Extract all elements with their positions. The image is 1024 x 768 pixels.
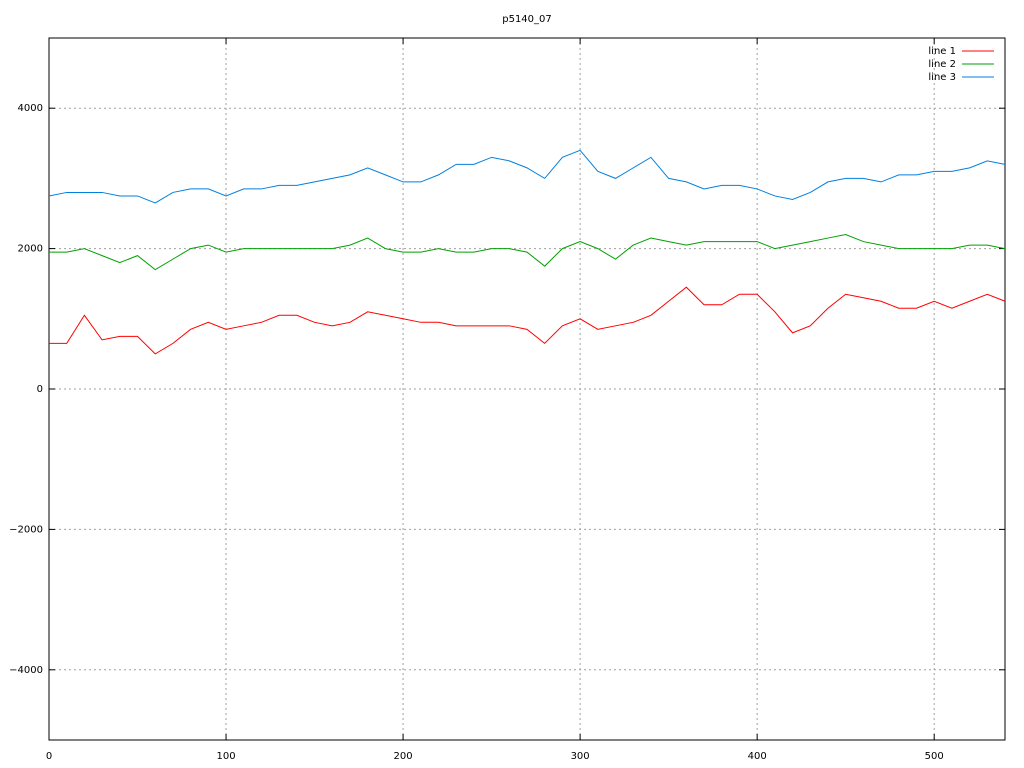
x-tick-label: 200 xyxy=(394,751,413,762)
legend-label: line 1 xyxy=(928,46,956,57)
chart-title: p5140_07 xyxy=(502,14,552,25)
y-tick-label: 4000 xyxy=(18,103,43,114)
y-tick-label: 0 xyxy=(37,384,43,395)
x-tick-label: 100 xyxy=(216,751,235,762)
y-tick-label: −2000 xyxy=(9,524,43,535)
x-tick-label: 500 xyxy=(925,751,944,762)
data-line xyxy=(49,234,1006,271)
legend-label: line 3 xyxy=(928,72,956,83)
data-line xyxy=(49,286,1006,355)
y-tick-label: 2000 xyxy=(18,244,43,255)
y-tick-label: −4000 xyxy=(9,665,43,676)
plot-frame xyxy=(48,37,1006,741)
x-tick-label: 400 xyxy=(748,751,767,762)
x-tick-label: 0 xyxy=(46,751,52,762)
data-line xyxy=(48,149,1006,204)
x-tick-label: 300 xyxy=(571,751,590,762)
legend-label: line 2 xyxy=(928,59,956,70)
